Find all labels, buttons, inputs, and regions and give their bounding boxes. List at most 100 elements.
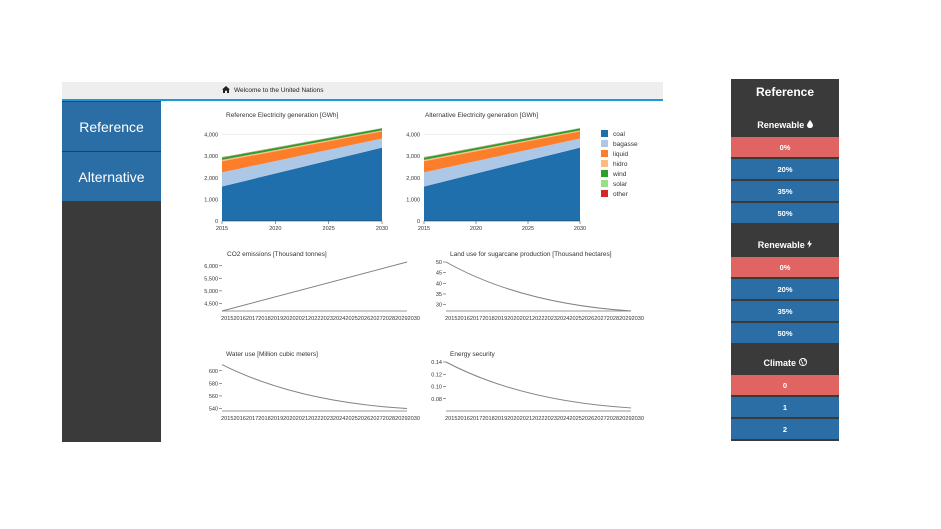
area-bagasse: [424, 138, 580, 187]
y-tick-label: 50: [436, 260, 442, 266]
y-tick-label: 0.14: [431, 360, 442, 366]
legend-swatch-liquid: [601, 150, 608, 157]
area-liquid: [424, 131, 580, 173]
nav-reference[interactable]: Reference: [62, 102, 161, 151]
x-tick-label: 2020: [269, 226, 281, 232]
chart-title: Reference Electricity generation [GWh]: [226, 112, 339, 119]
chart-0: 0 1,000 2,000 3,000 4,000 2015 2020 2025 2030: [204, 127, 388, 232]
option-1-1[interactable]: 20%: [731, 279, 839, 299]
option-1-3[interactable]: 50%: [731, 323, 839, 343]
y-tick-label: 3,000: [406, 154, 420, 160]
chart-5: 0.08 0.10 0.12 0.14 201520162017201820192020…: [431, 360, 644, 422]
globe-icon: [798, 357, 807, 368]
y-tick-label: 0: [215, 219, 218, 225]
chart-4: 540 560 580 600 2015201620172018201920202021…: [209, 364, 420, 422]
y-tick-label: 540: [209, 406, 218, 412]
area-coal: [424, 147, 580, 221]
y-tick-label: 5,000: [204, 289, 218, 295]
area-hidro: [222, 130, 382, 162]
nav-alternative[interactable]: Alternative: [62, 152, 161, 201]
droplet-icon: [806, 120, 813, 130]
y-tick-label: 30: [436, 303, 442, 309]
x-tick-label: 2020: [470, 226, 482, 232]
chart-title: Energy security: [450, 351, 496, 358]
y-tick-label: 0: [417, 219, 420, 225]
legend-label-wind: wind: [612, 171, 627, 178]
option-0-1[interactable]: 20%: [731, 159, 839, 179]
chart-title: Alternative Electricity generation [GWh]: [425, 112, 538, 119]
legend-label-coal: coal: [613, 131, 625, 138]
option-2-2[interactable]: 2: [731, 419, 839, 439]
panel-title: Reference: [755, 85, 815, 99]
option-0-0[interactable]: 0%: [731, 137, 839, 157]
y-tick-label: 0.10: [431, 385, 442, 391]
option-2-1[interactable]: 1: [731, 397, 839, 417]
area-wind: [424, 128, 580, 160]
option-0-2[interactable]: 35%: [731, 181, 839, 201]
option-2-0[interactable]: 0: [731, 375, 839, 395]
y-tick-label: 3,000: [204, 154, 218, 160]
area-hidro: [424, 130, 580, 162]
x-tick-label: 2015201620172018201920202021202220232024…: [221, 416, 420, 422]
x-tick-label: 2015201620172018201920202021202220232024…: [445, 316, 644, 322]
area-liquid: [222, 131, 382, 173]
section-label: Climate: [763, 358, 799, 368]
section-header-0: Renewable: [731, 120, 839, 130]
y-tick-label: 35: [436, 292, 442, 298]
y-tick-label: 560: [209, 394, 218, 400]
area-solar: [222, 128, 382, 158]
area-wind: [222, 128, 382, 160]
y-tick-label: 6,000: [204, 264, 218, 270]
legend-swatch-hidro: [601, 160, 608, 167]
section-header-1: Renewable: [731, 240, 839, 250]
y-tick-label: 2,000: [204, 176, 218, 182]
legend-label-hidro: hidro: [613, 161, 628, 168]
option-1-0[interactable]: 0%: [731, 257, 839, 277]
chart-title: CO2 emissions [Thousand tonnes]: [227, 251, 327, 258]
y-tick-label: 0.12: [431, 372, 442, 378]
section-label: Renewable: [757, 240, 808, 250]
nav-reference-label: Reference: [79, 118, 144, 135]
area-solar: [424, 128, 580, 158]
x-tick-label: 2030: [376, 226, 388, 232]
lightning-icon: [807, 240, 813, 250]
x-tick-label: 2015201620172018201920202021202220232024…: [221, 316, 420, 322]
legend-swatch-bagasse: [601, 140, 608, 147]
top-bar: Welcome to the United Nations: [62, 82, 663, 101]
nav-alternative-label: Alternative: [78, 168, 145, 185]
chart-1: 0 1,000 2,000 3,000 4,000 2015 2020 2025 2030: [406, 127, 586, 232]
legend: coal bagasse liquid hidro wind solar other: [601, 130, 638, 198]
y-tick-label: 1,000: [204, 197, 218, 203]
legend-label-other: other: [613, 191, 629, 198]
scenario-panel: Reference Renewable 0% 20% 35% 50% Renewable…: [731, 79, 839, 441]
chart-2: 4,500 5,000 5,500 6,000 20152016201720182019…: [204, 261, 420, 322]
x-tick-label: 2025: [522, 226, 534, 232]
option-1-2[interactable]: 35%: [731, 301, 839, 321]
chart-title: Water use [Million cubic meters]: [226, 351, 318, 358]
legend-swatch-coal: [601, 130, 608, 137]
y-tick-label: 4,000: [204, 133, 218, 139]
chart-3: 30 35 40 45 50 201520162017201820192020202120…: [436, 260, 644, 322]
sidebar: Reference Alternative: [62, 101, 161, 442]
x-tick-label: 2015: [418, 226, 430, 232]
area-bagasse: [222, 138, 382, 187]
section-header-2: Climate: [731, 357, 839, 368]
y-tick-label: 45: [436, 271, 442, 277]
legend-swatch-other: [601, 190, 608, 197]
option-0-3[interactable]: 50%: [731, 203, 839, 223]
legend-label-bagasse: bagasse: [613, 141, 638, 148]
legend-swatch-solar: [601, 180, 608, 187]
home-icon[interactable]: [222, 86, 230, 93]
x-tick-label: 2025: [323, 226, 335, 232]
x-tick-label: 2015: [216, 226, 228, 232]
x-tick-label: 2030: [574, 226, 586, 232]
line-series: [445, 261, 632, 312]
y-tick-label: 1,000: [406, 197, 420, 203]
y-tick-label: 600: [209, 369, 218, 375]
charts-area: Reference Electricity generation [GWh] 0 1…: [204, 112, 644, 422]
legend-label-solar: solar: [613, 181, 628, 188]
welcome-text: Welcome to the United Nations: [234, 87, 324, 94]
line-series: [445, 361, 632, 409]
y-tick-label: 4,500: [204, 301, 218, 307]
legend-label-liquid: liquid: [613, 151, 629, 158]
